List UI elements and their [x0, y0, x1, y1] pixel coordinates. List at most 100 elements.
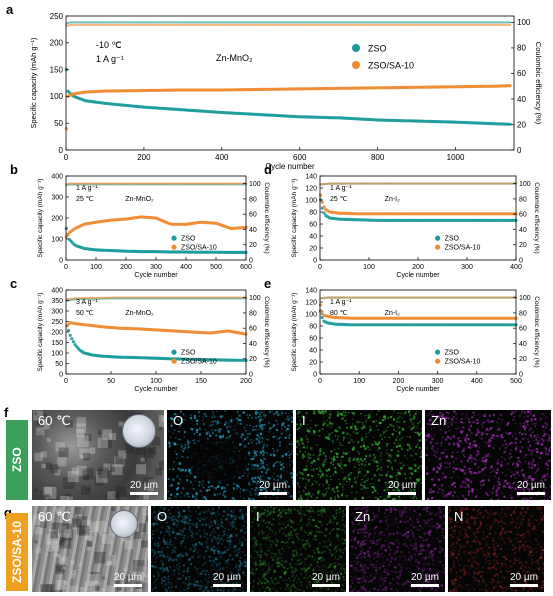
point: [327, 23, 330, 27]
point: [392, 23, 395, 27]
x-tick-label: 500: [510, 378, 522, 385]
point: [468, 182, 471, 185]
point: [320, 200, 324, 204]
point: [169, 21, 173, 24]
point: [185, 23, 188, 27]
legend-entry: ZSO: [445, 236, 460, 243]
y-tick-label: 100: [50, 92, 64, 101]
point: [471, 296, 475, 299]
micrograph-texture: [250, 506, 346, 592]
panel-label-f: f: [4, 405, 9, 420]
y2-tick-label: 60: [249, 326, 257, 333]
point: [248, 23, 251, 27]
y-axis-label: Specific capacity (mAh g⁻¹): [291, 179, 298, 258]
point: [466, 23, 469, 27]
point: [406, 23, 409, 27]
point: [459, 23, 462, 27]
y2-tick-label: 20: [517, 120, 526, 129]
x-tick-label: 200: [137, 153, 151, 162]
series-zso-sa-10: [318, 193, 518, 216]
point: [238, 21, 241, 24]
point: [500, 21, 503, 24]
point: [234, 21, 238, 24]
point: [231, 23, 234, 27]
point: [85, 23, 89, 27]
point: [241, 21, 244, 24]
micrograph-g-o: O 20 µm: [151, 506, 247, 592]
point: [369, 296, 372, 299]
x-tick-label: 600: [293, 153, 307, 162]
point: [150, 21, 154, 24]
x-tick-label: 0: [318, 264, 322, 271]
point: [432, 182, 435, 185]
point: [215, 296, 218, 299]
point: [322, 205, 326, 209]
point: [104, 21, 108, 24]
micrograph-label: Zn: [355, 509, 371, 524]
point: [505, 296, 509, 299]
x-tick-label: 200: [393, 378, 405, 385]
point: [362, 296, 365, 299]
point: [362, 182, 365, 185]
point: [374, 296, 378, 299]
micrograph-texture: [167, 410, 293, 500]
condition-label: 1 A g⁻¹: [330, 185, 352, 192]
point: [367, 296, 370, 299]
point: [78, 21, 82, 24]
point: [193, 23, 197, 27]
point: [416, 23, 419, 27]
point: [346, 182, 349, 185]
point: [486, 23, 489, 27]
point: [329, 21, 332, 24]
point: [138, 21, 142, 24]
point: [144, 23, 147, 27]
y-tick-label: 140: [305, 287, 317, 294]
x-tick-label: 200: [240, 378, 252, 385]
point: [211, 296, 215, 299]
micrograph-label: I: [256, 509, 260, 524]
point: [467, 21, 471, 24]
point: [365, 182, 369, 185]
point: [208, 182, 211, 185]
point: [337, 296, 340, 299]
point: [82, 297, 85, 300]
point: [361, 21, 364, 24]
point: [323, 21, 327, 24]
point: [419, 23, 423, 27]
point: [116, 21, 120, 24]
point: [327, 21, 330, 24]
y-tick-label: 120: [305, 299, 317, 306]
point: [403, 296, 406, 299]
point: [294, 23, 298, 27]
point: [183, 23, 186, 27]
point: [462, 296, 466, 299]
point: [291, 23, 294, 27]
point: [221, 23, 224, 27]
point: [156, 21, 159, 24]
point: [70, 337, 74, 341]
point: [452, 296, 455, 299]
point: [487, 182, 491, 185]
point: [337, 182, 340, 185]
point: [269, 23, 272, 27]
point: [121, 21, 125, 24]
point: [337, 21, 340, 24]
point: [230, 296, 233, 299]
point: [224, 21, 227, 24]
point: [200, 296, 203, 299]
point: [105, 296, 108, 299]
point: [503, 23, 507, 27]
point: [209, 23, 212, 27]
point: [423, 21, 426, 24]
point: [444, 296, 448, 299]
point: [203, 296, 207, 299]
point: [342, 21, 346, 24]
x-tick-label: 1000: [447, 153, 465, 162]
point: [383, 21, 387, 24]
point: [453, 296, 457, 299]
point: [130, 23, 133, 27]
point: [495, 21, 498, 24]
point: [476, 21, 479, 24]
point: [190, 21, 193, 24]
point: [156, 23, 159, 27]
